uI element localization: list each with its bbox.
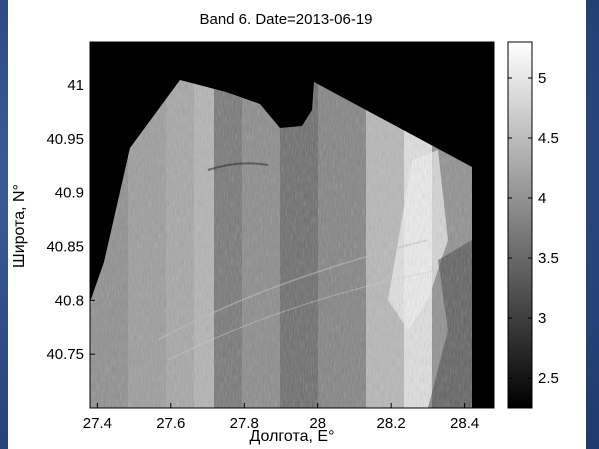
x-tick-label: 27.6	[156, 415, 185, 432]
x-tick-label: 28.4	[450, 415, 479, 432]
y-axis-label: Широта, N°	[11, 184, 28, 268]
y-tick-label: 40.85	[46, 239, 84, 256]
y-tick-label: 40.9	[55, 185, 84, 202]
y-tick-label: 41	[67, 77, 84, 94]
x-tick-label: 27.4	[83, 415, 112, 432]
x-tick-label: 27.8	[230, 415, 259, 432]
colorbar-ticks: 2.5 3 3.5 4 4.5 5	[508, 70, 559, 387]
y-axis: 40.75 40.8 40.85 40.9 40.95 41	[46, 77, 494, 363]
y-tick-label: 40.8	[55, 292, 84, 309]
colorbar-tick-label: 4	[538, 190, 546, 207]
y-tick-label: 40.75	[46, 346, 84, 363]
x-tick-label: 28.2	[377, 415, 406, 432]
colorbar-tick-label: 3.5	[538, 250, 559, 267]
chart-title: Band 6. Date=2013-06-19	[199, 11, 372, 28]
colorbar-gradient	[507, 41, 533, 409]
colorbar: 2.5 3 3.5 4 4.5 5	[507, 41, 559, 409]
x-axis-label: Долгота, E°	[250, 428, 335, 445]
x-tick-label: 28	[309, 415, 326, 432]
chart-svg: Band 6. Date=2013-06-19	[11, 11, 559, 445]
colorbar-tick-label: 2.5	[538, 370, 559, 387]
plot-area: 27.4 27.6 27.8 28 28.2 28.4 40.7540.840.8540.…	[46, 41, 495, 432]
plot-frame	[89, 41, 495, 409]
colorbar-tick-label: 5	[538, 70, 546, 87]
colorbar-tick-label: 4.5	[538, 130, 559, 147]
colorbar-tick-label: 3	[538, 310, 546, 327]
y-tick-label: 40.95	[46, 131, 84, 148]
x-axis: 27.4 27.6 27.8 28 28.2 28.4	[83, 42, 479, 432]
figure: Band 6. Date=2013-06-19	[8, 0, 586, 449]
